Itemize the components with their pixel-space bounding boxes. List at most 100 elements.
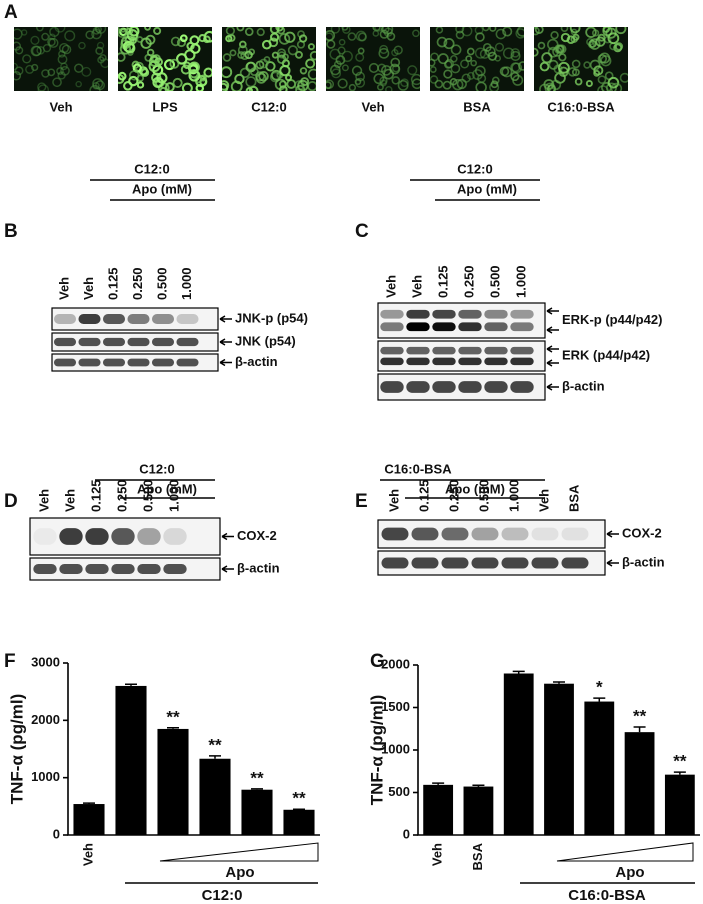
cell: [597, 54, 608, 64]
band: [471, 527, 499, 541]
cell: [541, 52, 553, 64]
band: [432, 322, 456, 332]
band: [501, 557, 529, 569]
arrow: [546, 326, 559, 334]
cell: [25, 64, 35, 74]
y-tick-label: 0: [403, 826, 410, 841]
blot: [51, 307, 219, 331]
cell: [49, 27, 60, 37]
cell: [329, 64, 341, 76]
lane-label: 0.500: [154, 267, 169, 300]
band: [53, 337, 77, 347]
cell: [465, 55, 473, 63]
cell: [554, 44, 564, 54]
cell: [94, 27, 102, 33]
cell: [466, 47, 475, 56]
cell: [494, 42, 505, 52]
significance: *: [596, 678, 603, 697]
cell: [512, 74, 524, 86]
dose-label: Apo (mM): [137, 481, 197, 496]
cell: [118, 27, 129, 33]
blot: [377, 302, 546, 339]
cell: [30, 35, 40, 45]
cell: [379, 29, 389, 39]
band: [102, 314, 126, 324]
axis: [67, 663, 320, 836]
cell: [452, 78, 464, 91]
cell: [75, 80, 82, 88]
dose-label: Apo (mM): [132, 181, 192, 196]
lane-label: Veh: [409, 275, 424, 298]
cell: [163, 59, 176, 71]
band: [510, 322, 534, 332]
band: [380, 309, 404, 319]
bar: [283, 809, 315, 835]
row-label: JNK-p (p54): [235, 310, 308, 325]
lane-label: 1.000: [513, 265, 528, 298]
band: [531, 557, 559, 569]
cell: [279, 65, 291, 77]
band: [471, 557, 499, 569]
cell: [245, 76, 257, 88]
micrograph: [326, 27, 420, 91]
cell: [222, 53, 232, 62]
cell: [136, 81, 145, 89]
cell: [391, 49, 399, 57]
micrograph: [430, 27, 524, 91]
band: [484, 357, 508, 366]
micrograph: [534, 27, 628, 91]
cell: [450, 63, 461, 74]
cell: [326, 30, 336, 41]
lane-label: 0.500: [140, 479, 155, 512]
cell: [510, 50, 521, 62]
cell: [466, 71, 475, 80]
micrograph: [118, 27, 212, 91]
cell: [326, 79, 335, 90]
cell: [285, 74, 293, 82]
cell: [236, 27, 245, 32]
cell: [305, 58, 316, 69]
band: [151, 314, 175, 324]
band: [411, 557, 439, 569]
lane-label: Veh: [386, 489, 401, 512]
cell: [136, 36, 144, 43]
cell: [442, 80, 452, 90]
image-label: C12:0: [251, 99, 286, 114]
y-tick-label: 2000: [31, 712, 60, 727]
cell: [179, 34, 188, 43]
lane-label: 1.000: [179, 267, 194, 300]
bar: [624, 732, 655, 835]
significance: **: [250, 768, 264, 787]
row-label: JNK (p54): [235, 333, 296, 348]
band: [102, 337, 126, 347]
bar: [115, 685, 147, 835]
band: [458, 309, 482, 319]
cell: [47, 37, 56, 47]
cell: [443, 38, 455, 50]
dose-label: Apo (mM): [445, 481, 505, 496]
arrow: [546, 359, 559, 367]
row-label: β-actin: [622, 554, 665, 569]
band: [127, 337, 150, 347]
cell: [474, 47, 487, 59]
cell: [129, 36, 137, 45]
cell: [385, 86, 393, 91]
cell: [397, 79, 409, 91]
y-tick-label: 1500: [381, 699, 410, 714]
band: [176, 358, 199, 367]
cell: [434, 79, 444, 89]
cell: [455, 27, 465, 34]
lane-label: Veh: [62, 489, 77, 512]
cell: [20, 29, 28, 36]
band: [85, 528, 109, 545]
cell: [460, 59, 470, 69]
cell: [298, 34, 308, 43]
cell: [156, 72, 168, 84]
panel-letter: B: [4, 221, 18, 242]
band: [561, 557, 589, 569]
dose-label: Apo: [615, 864, 644, 881]
significance: **: [166, 707, 180, 726]
cell: [271, 51, 279, 59]
band: [381, 527, 409, 541]
